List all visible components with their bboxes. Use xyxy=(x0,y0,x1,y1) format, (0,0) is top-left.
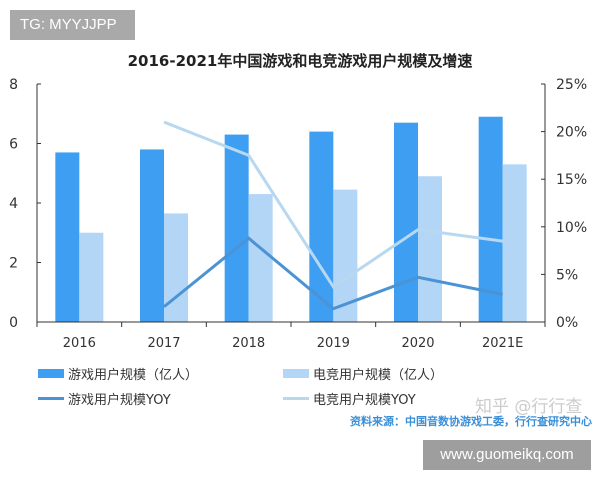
y2-tick-label: 0% xyxy=(556,315,578,331)
y2-tick-label: 10% xyxy=(556,220,587,236)
legend-swatch xyxy=(38,369,64,378)
watermark-zhihu: 知乎 @行行查 xyxy=(475,397,583,417)
line-game-yoy xyxy=(163,236,503,311)
x-tick-label: 2016 xyxy=(63,336,96,351)
legend-label: 电竞用户规模（亿人） xyxy=(313,368,444,383)
bar-game-2020 xyxy=(394,122,418,322)
x-tick-label: 2020 xyxy=(401,336,434,351)
y2-tick-label: 15% xyxy=(556,172,587,188)
legend-item-esports-yoy: 电竞用户规模YOY xyxy=(283,389,416,408)
legend-swatch xyxy=(283,369,309,378)
y2-tick-label: 25% xyxy=(556,77,587,93)
y2-tick-label: 20% xyxy=(556,125,587,141)
y2-tick-label: 5% xyxy=(556,267,578,283)
legend-label: 电竞用户规模YOY xyxy=(313,393,416,408)
bar-game-2016 xyxy=(55,152,80,322)
x-tick-label: 2018 xyxy=(232,336,265,351)
y-tick-label: 2 xyxy=(9,256,18,272)
watermark-tg: TG: MYYJJPP xyxy=(10,10,135,40)
bar-esports-2021E xyxy=(502,164,527,322)
x-tick-label: 2019 xyxy=(317,336,350,351)
watermark-site: www.guomeikq.com xyxy=(423,440,591,470)
bar-game-2021E xyxy=(478,116,503,322)
source-note: 资料来源：中国音数协游戏工委，行行查研究中心 xyxy=(350,415,592,428)
y-tick-label: 0 xyxy=(9,315,18,331)
bar-esports-2018 xyxy=(248,194,273,322)
x-tick-label: 2021E xyxy=(482,336,523,351)
bar-game-2017 xyxy=(140,149,164,322)
bar-esports-2020 xyxy=(418,176,442,322)
legend-label: 游戏用户规模YOY xyxy=(68,393,171,408)
legend-line xyxy=(283,397,309,400)
line-esports-yoy xyxy=(163,120,503,289)
legend-item-game-yoy: 游戏用户规模YOY xyxy=(38,389,171,408)
legend-item-game-users: 游戏用户规模（亿人） xyxy=(38,364,198,383)
y-tick-label: 8 xyxy=(9,77,18,93)
y-tick-label: 4 xyxy=(9,196,18,212)
x-tick-label: 2017 xyxy=(147,336,180,351)
legend-label: 游戏用户规模（亿人） xyxy=(68,368,199,383)
legend-item-esports-users: 电竞用户规模（亿人） xyxy=(283,364,443,383)
bar-game-2018 xyxy=(224,134,249,322)
y-tick-label: 6 xyxy=(9,137,18,153)
legend-line xyxy=(38,397,64,400)
bar-esports-2016 xyxy=(79,232,104,322)
chart-title: 2016-2021年中国游戏和电竞游戏用户规模及增速 xyxy=(127,52,473,70)
